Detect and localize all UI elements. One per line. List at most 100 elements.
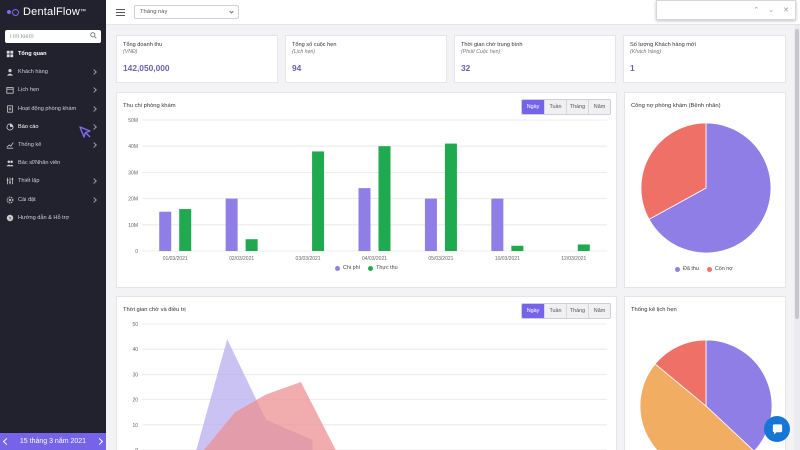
y-tick-label: 20M bbox=[128, 197, 138, 203]
chart-icon bbox=[6, 141, 14, 149]
bar-revenue[interactable] bbox=[577, 244, 590, 251]
search-input[interactable] bbox=[9, 33, 90, 40]
page-scrollbar[interactable] bbox=[794, 25, 800, 450]
sidebar-item-label: Thiết lập bbox=[18, 178, 40, 185]
x-tick-label: 02/03/2021 bbox=[229, 256, 254, 262]
sidebar-search[interactable] bbox=[5, 30, 101, 43]
chat-button[interactable] bbox=[764, 416, 790, 442]
sidebar-item-staff[interactable]: Bác sĩ/Nhân viên bbox=[0, 154, 106, 172]
next-date-icon[interactable] bbox=[95, 437, 104, 446]
period-day-button[interactable]: Ngày bbox=[522, 100, 544, 114]
y-tick-label: 50M bbox=[128, 118, 138, 124]
period-select[interactable]: Tháng này bbox=[134, 5, 239, 19]
stat-title: Thời gian chờ trung bình bbox=[461, 42, 523, 48]
stat-card-revenue: Tổng doanh thu (VNĐ) 142,050,000 bbox=[116, 35, 278, 83]
chart-legend: Chi phí Thực thu bbox=[335, 265, 398, 271]
legend-item[interactable]: Còn nợ bbox=[706, 266, 733, 272]
period-week-button[interactable]: Tuần bbox=[544, 100, 566, 114]
period-month-button[interactable]: Tháng bbox=[566, 100, 588, 114]
chevron-right-icon bbox=[91, 87, 97, 94]
appointment-pie-chart bbox=[639, 339, 773, 450]
bar-expense[interactable] bbox=[491, 198, 504, 251]
area-series-2[interactable] bbox=[204, 381, 336, 450]
prev-date-icon[interactable] bbox=[2, 437, 11, 446]
bar-revenue[interactable] bbox=[245, 239, 258, 251]
appointment-pie-slice[interactable] bbox=[639, 363, 754, 450]
bar-revenue[interactable] bbox=[312, 151, 325, 251]
revenue-bar-chart: 0 10M 20M 30M 40M 50M 01/03/2021 02/03/2021 03/0… bbox=[128, 118, 607, 262]
legend-label: Còn nợ bbox=[714, 266, 733, 272]
x-tick-label: 05/03/2021 bbox=[428, 256, 453, 262]
search-icon[interactable] bbox=[90, 32, 97, 41]
appointment-pie-slice[interactable] bbox=[654, 339, 707, 407]
bar-expense[interactable] bbox=[225, 198, 238, 251]
card-title: Thu chi phòng khám bbox=[123, 103, 176, 109]
revenue-chart-card: Thu chi phòng khám Ngày Tuần Tháng Năm 0… bbox=[116, 92, 617, 288]
legend-label: Chi phí bbox=[343, 265, 361, 271]
bar-revenue[interactable] bbox=[378, 146, 391, 251]
chevron-down-icon[interactable]: ⌄ bbox=[768, 7, 775, 14]
chevron-right-icon bbox=[91, 105, 97, 112]
stat-value: 142,050,000 bbox=[123, 63, 170, 73]
period-day-button[interactable]: Ngày bbox=[522, 304, 544, 318]
stat-title: Tổng doanh thu bbox=[123, 42, 163, 48]
y-tick-label: 0 bbox=[135, 249, 138, 255]
svg-text:?: ? bbox=[9, 216, 12, 222]
window-controls: ⌃ ⌄ ✕ bbox=[656, 0, 796, 20]
period-month-button[interactable]: Tháng bbox=[566, 304, 588, 318]
chevron-up-icon[interactable]: ⌃ bbox=[753, 7, 760, 14]
bar-revenue[interactable] bbox=[444, 143, 457, 251]
app-name: DentalFlow bbox=[23, 6, 81, 18]
sidebar-item-settings[interactable]: Cài đặt bbox=[0, 191, 106, 209]
sidebar-item-label: Hoạt động phòng khám bbox=[18, 105, 77, 112]
y-tick-label: 40 bbox=[132, 347, 138, 353]
bar-expense[interactable] bbox=[424, 198, 437, 251]
bar-revenue[interactable] bbox=[511, 245, 524, 251]
period-week-button[interactable]: Tuần bbox=[544, 304, 566, 318]
app-logo[interactable]: DentalFlow ™ bbox=[0, 0, 106, 24]
area-series-1[interactable] bbox=[196, 339, 313, 450]
logo-icon bbox=[7, 8, 19, 16]
sidebar-item-chart[interactable]: Thống kê bbox=[0, 136, 106, 154]
stat-subtitle: (Lịch hẹn) bbox=[292, 49, 316, 55]
bar-expense[interactable] bbox=[159, 211, 172, 251]
x-tick-label: 10/03/2021 bbox=[495, 256, 520, 262]
sidebar-item-user[interactable]: Khách hàng bbox=[0, 63, 106, 81]
period-year-button[interactable]: Năm bbox=[588, 100, 610, 114]
legend-label: Thực thu bbox=[376, 265, 398, 271]
legend-item[interactable]: Đã thu bbox=[675, 266, 699, 272]
current-date[interactable]: 15 tháng 3 năm 2021 bbox=[19, 438, 87, 445]
legend-dot bbox=[368, 265, 374, 271]
bar-revenue[interactable] bbox=[179, 209, 192, 251]
sidebar-item-help[interactable]: ? Hướng dẫn & Hỗ trợ bbox=[0, 209, 106, 227]
sidebar-item-report[interactable]: Báo cáo bbox=[0, 118, 106, 136]
calendar-icon bbox=[6, 86, 14, 95]
close-icon[interactable]: ✕ bbox=[783, 7, 789, 14]
debt-pie-slice[interactable] bbox=[648, 122, 772, 254]
sidebar-item-dashboard[interactable]: Tổng quan bbox=[0, 45, 106, 63]
sidebar-item-calendar[interactable]: Lịch hẹn bbox=[0, 81, 106, 99]
stat-card-appointments: Tổng số cuộc hẹn (Lịch hẹn) 94 bbox=[285, 35, 447, 83]
sidebar-item-label: Thống kê bbox=[18, 142, 42, 149]
debt-pie-slice[interactable] bbox=[640, 122, 707, 220]
stat-value: 32 bbox=[461, 63, 471, 73]
period-year-button[interactable]: Năm bbox=[588, 304, 610, 318]
stat-value: 94 bbox=[292, 63, 302, 73]
menu-toggle-icon[interactable] bbox=[116, 9, 125, 16]
legend-item[interactable]: Thực thu bbox=[368, 265, 398, 271]
sidebar-item-label: Lịch hẹn bbox=[18, 87, 40, 94]
card-title: Thống kê lịch hẹn bbox=[631, 307, 677, 313]
legend-item[interactable]: Chi phí bbox=[335, 265, 360, 271]
sidebar-item-setup[interactable]: Thiết lập bbox=[0, 172, 106, 190]
chevron-down-icon bbox=[229, 9, 234, 14]
stat-title: Số lượng Khách hàng mới bbox=[630, 42, 696, 48]
scrollbar-thumb[interactable] bbox=[795, 29, 799, 319]
bar-expense[interactable] bbox=[358, 188, 371, 251]
legend-dot bbox=[706, 266, 712, 272]
appointment-pie-slice[interactable] bbox=[705, 339, 773, 450]
y-tick-label: 10 bbox=[132, 423, 138, 429]
sidebar-item-label: Cài đặt bbox=[18, 196, 36, 203]
y-tick-label: 10M bbox=[128, 223, 138, 229]
sidebar-item-document[interactable]: Hoạt động phòng khám bbox=[0, 100, 106, 118]
setup-icon bbox=[6, 177, 14, 185]
